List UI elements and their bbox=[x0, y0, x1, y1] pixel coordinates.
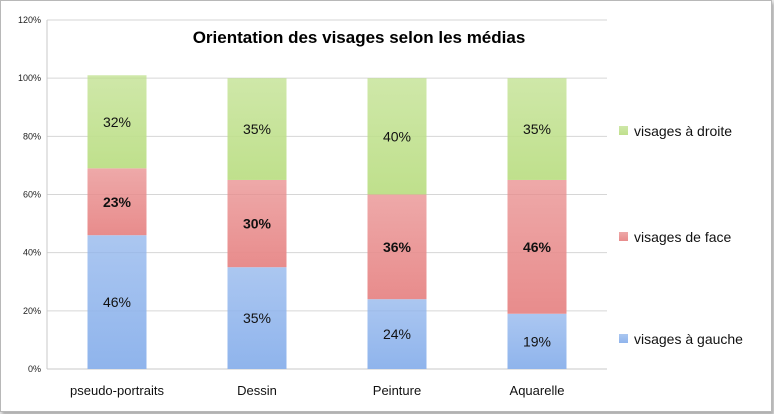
data-label: 24% bbox=[383, 326, 411, 342]
legend: visages à droite visages de face visages à… bbox=[619, 123, 743, 347]
x-category-label: Aquarelle bbox=[510, 383, 565, 398]
bar-pseudo-portraits-visages-de-face bbox=[87, 168, 147, 236]
bar-pseudo-portraits-visages-a-droite bbox=[87, 75, 147, 169]
x-category-label: pseudo-portraits bbox=[70, 383, 164, 398]
y-tick-label: 20% bbox=[23, 306, 41, 316]
legend-label: visages à droite bbox=[634, 123, 732, 139]
data-label: 23% bbox=[103, 194, 132, 210]
data-label: 35% bbox=[243, 121, 271, 137]
data-label: 30% bbox=[243, 216, 272, 232]
data-label: 46% bbox=[103, 294, 131, 310]
y-axis-ticks: 0% 20% 40% 60% 80% 100% 120% bbox=[18, 15, 41, 374]
chart-title: Orientation des visages selon les médias bbox=[193, 28, 526, 47]
x-axis-categories: pseudo-portraits Dessin Peinture Aquarelle bbox=[70, 383, 564, 398]
y-tick-label: 80% bbox=[23, 131, 41, 141]
y-tick-label: 100% bbox=[18, 73, 41, 83]
bars bbox=[87, 75, 567, 369]
data-label: 40% bbox=[383, 128, 411, 144]
x-category-label: Peinture bbox=[373, 383, 421, 398]
bar-dessin-visages-a-droite bbox=[227, 78, 287, 180]
y-tick-label: 40% bbox=[23, 248, 41, 258]
bar-pseudo-portraits-visages-a-gauche bbox=[87, 235, 147, 369]
legend-swatch bbox=[619, 334, 628, 343]
y-tick-label: 0% bbox=[28, 364, 41, 374]
data-label: 36% bbox=[383, 239, 412, 255]
data-label: 46% bbox=[523, 239, 552, 255]
y-tick-label: 120% bbox=[18, 15, 41, 25]
data-label: 32% bbox=[103, 114, 131, 130]
bar-peinture-visages-de-face bbox=[367, 194, 427, 300]
bar-aquarelle-visages-a-droite bbox=[507, 78, 567, 180]
bar-aquarelle-visages-a-gauche bbox=[507, 313, 567, 369]
x-category-label: Dessin bbox=[237, 383, 277, 398]
legend-swatch bbox=[619, 126, 628, 135]
bar-dessin-visages-de-face bbox=[227, 179, 287, 268]
data-labels: 46% 23% 32% 35% 30% 35% 24% 36% 40% 19% 46% 35% bbox=[103, 114, 552, 350]
bar-peinture-visages-a-gauche bbox=[367, 299, 427, 369]
legend-label: visages de face bbox=[634, 229, 731, 245]
legend-label: visages à gauche bbox=[634, 331, 743, 347]
data-label: 35% bbox=[243, 310, 271, 326]
bar-dessin-visages-a-gauche bbox=[227, 267, 287, 369]
legend-swatch bbox=[619, 232, 628, 241]
y-tick-label: 60% bbox=[23, 190, 41, 200]
bar-aquarelle-visages-de-face bbox=[507, 179, 567, 314]
data-label: 19% bbox=[523, 333, 551, 349]
data-label: 35% bbox=[523, 121, 551, 137]
bar-peinture-visages-a-droite bbox=[367, 78, 427, 195]
